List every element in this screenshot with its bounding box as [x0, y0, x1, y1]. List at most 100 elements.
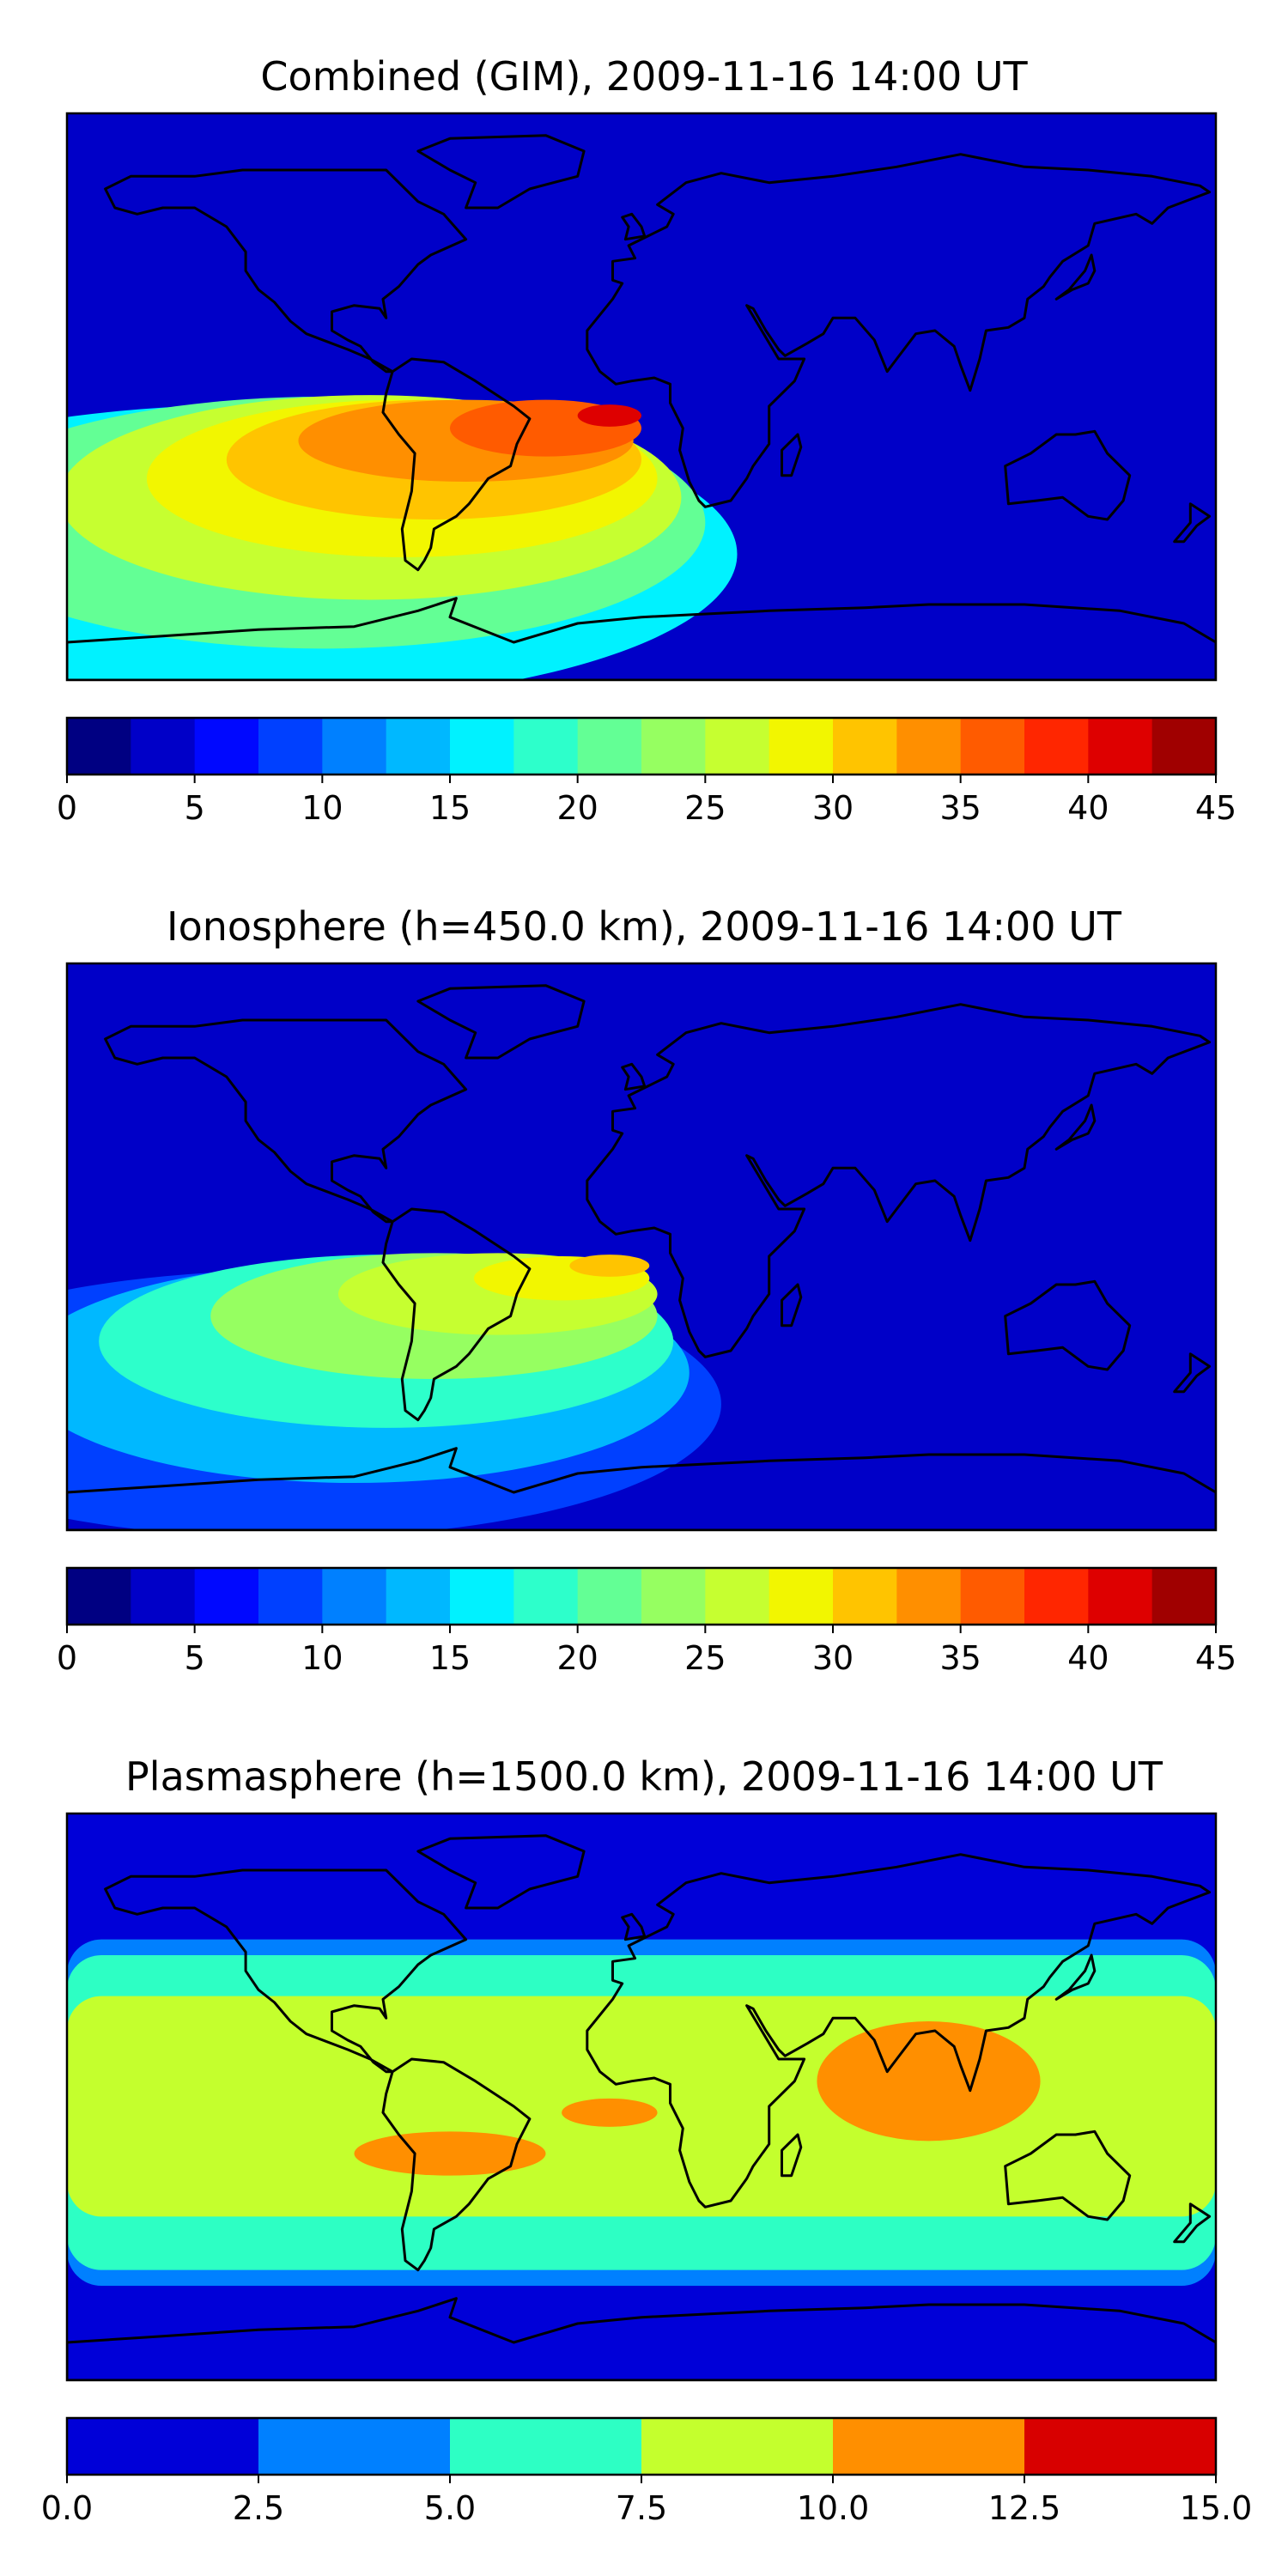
colorbar-frame	[65, 716, 1218, 776]
coastline-australia	[1004, 2129, 1132, 2221]
coastline-uk	[621, 1062, 647, 1091]
colorbar-1: 0 5 10 15 20 25 30 35 40 45	[57, 1566, 1236, 1677]
coastline-africa-eurasia	[586, 153, 1212, 508]
coastline-greenland	[416, 1834, 586, 1910]
colorbar-segment	[322, 718, 387, 775]
colorbar-2: 0.0 2.5 5.0 7.5 10.0 12.5 15.0	[41, 2416, 1253, 2527]
colorbar-segment	[960, 1568, 1025, 1625]
map-panel-2	[67, 1814, 1216, 2380]
colorbar-segment	[833, 2418, 1025, 2475]
colorbar-tick-label: 0	[57, 789, 77, 827]
coastline-new-zealand	[1173, 1352, 1212, 1394]
colorbar-tick-label: 20	[556, 789, 598, 827]
colorbar-segment	[450, 2418, 642, 2475]
colorbar-tick-label: 5	[185, 1639, 205, 1677]
colorbar-tick-label: 10.0	[797, 2489, 870, 2527]
colorbar-segment	[1024, 1568, 1089, 1625]
coastline-australia	[1004, 1279, 1132, 1371]
colorbar-segment	[386, 1568, 451, 1625]
colorbar-frame	[65, 1566, 1218, 1626]
colorbar-segment	[258, 1568, 323, 1625]
colorbar-segment	[513, 1568, 579, 1625]
coastline-greenland	[416, 134, 586, 210]
coastline-south-america	[381, 1207, 532, 1422]
colorbar-segment	[705, 718, 770, 775]
colorbar-segment	[896, 718, 962, 775]
map-frame	[65, 1812, 1218, 2382]
coastline-antarctica	[67, 1447, 1216, 1530]
coastline-antarctica	[67, 597, 1216, 680]
colorbar-segment	[1088, 718, 1153, 775]
coastline-south-america	[381, 357, 532, 572]
colorbar-tick-label: 30	[812, 789, 854, 827]
colorbar-tick-label: 25	[684, 1639, 726, 1677]
coastline-new-zealand	[1173, 2202, 1212, 2244]
colorbar-tick-label: 0	[57, 1639, 77, 1677]
colorbar-tick-label: 45	[1195, 789, 1236, 827]
coastline-japan	[1054, 1953, 1097, 2001]
colorbar-tick-label: 35	[939, 1639, 981, 1677]
colorbar-segment	[769, 1568, 834, 1625]
colorbar-segment	[896, 1568, 962, 1625]
colorbar-segment	[67, 1568, 131, 1625]
colorbar-tick-label: 15	[429, 1639, 471, 1677]
coastline-antarctica	[67, 2297, 1216, 2380]
colorbar-tick-label: 40	[1067, 789, 1109, 827]
coastline-north-america	[104, 168, 468, 374]
colorbar-segment	[322, 1568, 387, 1625]
colorbar-segment	[1151, 1568, 1217, 1625]
colorbar-tick-label: 40	[1067, 1639, 1109, 1677]
coastline-south-america	[381, 2057, 532, 2272]
coastline-madagascar	[781, 2133, 803, 2178]
colorbar-segment	[833, 1568, 897, 1625]
colorbar-segment	[450, 718, 514, 775]
colorbar-segment	[577, 1568, 642, 1625]
coastline-japan	[1054, 1103, 1097, 1151]
colorbar-tick-label: 25	[684, 789, 726, 827]
coastline-japan	[1054, 253, 1097, 301]
map-panel-0	[67, 113, 1216, 680]
colorbar-segment	[450, 1568, 514, 1625]
colorbar-segment	[194, 1568, 259, 1625]
colorbar-tick-label: 2.5	[233, 2489, 284, 2527]
colorbar-segment	[1088, 1568, 1153, 1625]
colorbar-segment	[833, 718, 897, 775]
combined-title: Combined (GIM), 2009-11-16 14:00 UT	[260, 53, 1028, 100]
coastline-new-zealand	[1173, 502, 1212, 544]
colorbar-segment	[1024, 718, 1089, 775]
field-contour	[562, 2098, 658, 2127]
coastline-australia	[1004, 429, 1132, 521]
coastline-uk	[621, 1912, 647, 1941]
coastline-north-america	[104, 1868, 468, 2074]
colorbar-tick-label: 15	[429, 789, 471, 827]
map-frame	[65, 962, 1218, 1532]
colorbar-tick-label: 20	[556, 1639, 598, 1677]
colorbar-tick-label: 7.5	[616, 2489, 667, 2527]
field-contour	[354, 2131, 546, 2176]
colorbar-segment	[194, 718, 259, 775]
coastline-north-america	[104, 1018, 468, 1224]
colorbar-tick-label: 30	[812, 1639, 854, 1677]
colorbar-tick-label: 15.0	[1180, 2489, 1253, 2527]
colorbar-segment	[1151, 718, 1217, 775]
colorbar-segment	[641, 2418, 834, 2475]
colorbar-segment	[769, 718, 834, 775]
colorbar-segment	[577, 718, 642, 775]
colorbar-segment	[258, 2418, 451, 2475]
field-contour	[577, 404, 641, 427]
colorbar-segment	[641, 718, 706, 775]
field-contour	[569, 1255, 650, 1277]
colorbar-tick-label: 0.0	[41, 2489, 93, 2527]
colorbar-tick-label: 35	[939, 789, 981, 827]
coastline-greenland	[416, 984, 586, 1060]
colorbar-tick-label: 45	[1195, 1639, 1236, 1677]
colorbar-tick-label: 10	[301, 1639, 343, 1677]
coastline-madagascar	[781, 433, 803, 477]
field-contour	[817, 2021, 1041, 2142]
colorbar-segment	[641, 1568, 706, 1625]
colorbar-tick-label: 5.0	[424, 2489, 476, 2527]
ionosphere-title: Ionosphere (h=450.0 km), 2009-11-16 14:0…	[167, 903, 1121, 950]
colorbar-segment	[386, 718, 451, 775]
coastline-madagascar	[781, 1283, 803, 1327]
